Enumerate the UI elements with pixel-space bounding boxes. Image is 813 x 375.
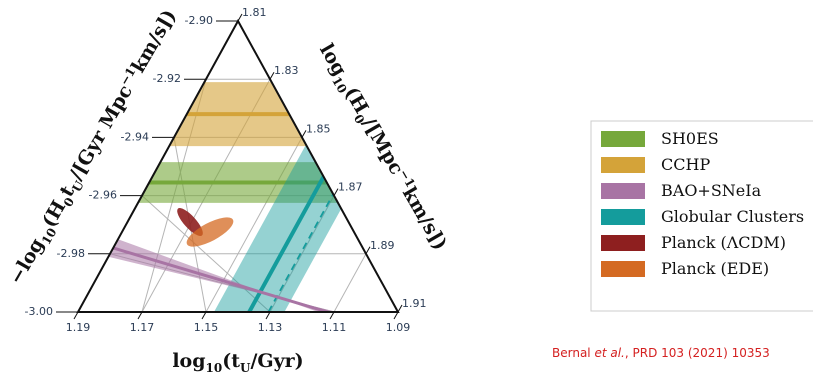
right-tick-label: 1.81	[242, 6, 267, 19]
planck-lcdm-contour	[177, 208, 203, 236]
legend-label: CCHP	[661, 155, 710, 174]
bottom-tick-label: 1.19	[66, 321, 91, 334]
right-tick-label-mark	[237, 13, 243, 22]
legend-label: Planck (EDE)	[661, 259, 769, 278]
bottom-tick-label: 1.15	[194, 321, 219, 334]
right-tick-label-mark	[269, 71, 275, 80]
legend-label: Globular Clusters	[661, 207, 804, 226]
legend-swatch	[601, 235, 645, 251]
triangle-frame	[76, 18, 400, 313]
globular-clusters-center-line	[247, 175, 326, 312]
bottom-tick-label-mark	[393, 311, 399, 320]
right-tick-label-mark	[301, 130, 307, 138]
bottom-tick-label: 1.13	[258, 321, 283, 334]
right-tick-label-mark	[333, 188, 339, 196]
right-tick-label: 1.83	[274, 64, 299, 77]
left-tick-label: -2.94	[121, 130, 149, 143]
legend-label: Planck (ΛCDM)	[661, 233, 786, 252]
bottom-tick-label-mark	[201, 311, 207, 320]
chart-frame	[76, 18, 400, 313]
left-tick-label: -2.90	[185, 14, 213, 27]
citation: Bernal et al., PRD 103 (2021) 10353	[552, 346, 770, 360]
left-tick-label: -2.92	[153, 72, 181, 85]
legend-items: SH0ES CCHP BAO+SNeIa Globular Clusters Planc…	[601, 129, 804, 278]
right-tick-label: 1.91	[402, 297, 427, 310]
right-tick-label: 1.89	[370, 239, 395, 252]
citation-authors: Bernal	[552, 346, 591, 360]
globular-clusters-band	[214, 144, 342, 312]
left-tick-label: -2.98	[57, 247, 85, 260]
bottom-tick-label: 1.09	[386, 321, 411, 334]
citation-rest: , PRD 103 (2021) 10353	[624, 346, 770, 360]
left-tick-label: -3.00	[25, 305, 53, 318]
legend-swatch	[601, 261, 645, 277]
legend-swatch	[601, 209, 645, 225]
legend-swatch	[601, 183, 645, 199]
legend-label: BAO+SNeIa	[661, 181, 762, 200]
globular-clusters-dashed-line	[267, 193, 334, 312]
bottom-tick-label: 1.11	[322, 321, 347, 334]
bottom-tick-label-mark	[137, 311, 143, 320]
legend: SH0ES CCHP BAO+SNeIa Globular Clusters Planc…	[590, 120, 813, 312]
right-tick-label-mark	[397, 304, 403, 313]
bottom-tick-label: 1.17	[130, 321, 155, 334]
bao-snela-band	[108, 239, 338, 312]
legend-swatch	[601, 157, 645, 173]
grid-line-tU	[333, 253, 367, 313]
right-tick-label-mark	[365, 246, 371, 255]
bottom-tick-label-mark	[265, 311, 271, 320]
right-tick-label: 1.85	[306, 122, 331, 135]
bao-snela-center-line	[112, 246, 329, 312]
chart-ticks: 1.19 1.17 1.15 1.13 1.11 1.09 -3.00 -2.98 -2.96 -…	[25, 6, 427, 334]
planck-ede-contour	[186, 217, 234, 247]
legend-swatch	[601, 131, 645, 147]
legend-label: SH0ES	[661, 129, 719, 148]
bottom-tick-label-mark	[329, 311, 335, 320]
left-tick-label: -2.96	[89, 189, 117, 202]
left-axis-title: −log10(H0tU/[Gyr Mpc−1km/s])	[4, 5, 183, 289]
citation-etal: et al.	[594, 346, 625, 360]
right-tick-label: 1.87	[338, 181, 363, 194]
chart-bands	[108, 82, 342, 312]
bottom-axis-title: log10(tU/Gyr)	[172, 350, 303, 375]
bottom-tick-label-mark	[73, 311, 79, 320]
right-axis-title: log10(H0/[Mpc−1km/s])	[312, 40, 452, 256]
